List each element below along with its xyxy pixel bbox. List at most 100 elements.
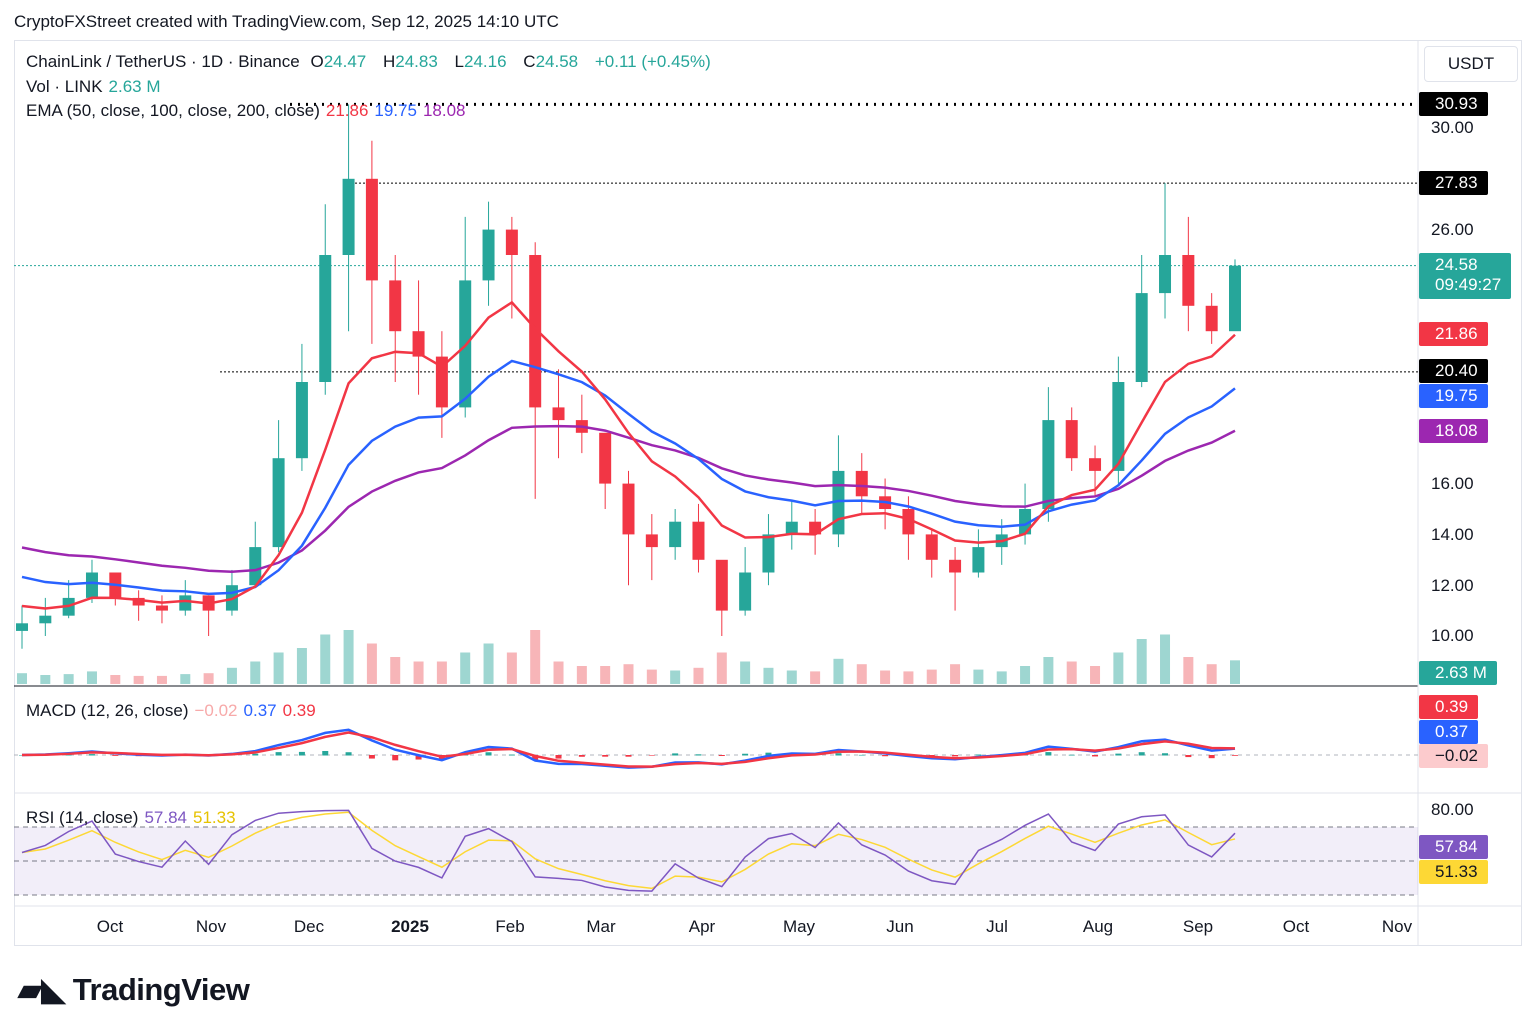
- volume-bar: [763, 667, 774, 684]
- volume-value: 2.63 M: [108, 77, 161, 96]
- volume-bar: [786, 670, 797, 684]
- ema200-line: [21, 424, 1236, 574]
- price-tick: 30.00: [1431, 118, 1474, 137]
- volume-bar: [506, 652, 517, 684]
- high-label: H: [382, 52, 396, 71]
- macd-histogram-bar: [1162, 753, 1169, 756]
- candle-body: [715, 559, 728, 611]
- macd-histogram-bar: [298, 751, 305, 756]
- macd-histogram-bar: [835, 753, 842, 756]
- change-value: +0.11 (+0.45%): [594, 52, 711, 71]
- volume-bar: [576, 666, 587, 684]
- volume-bar: [600, 666, 611, 684]
- volume-bar: [390, 657, 401, 684]
- macd-label[interactable]: MACD (12, 26, close): [26, 701, 189, 720]
- macd-hist-value: −0.02: [194, 701, 238, 720]
- volume-bar: [926, 669, 937, 684]
- candle-body: [1229, 265, 1241, 332]
- volume-bar: [483, 643, 494, 684]
- volume-bar: [1160, 634, 1171, 684]
- volume-bar: [413, 661, 424, 684]
- last-price: 24.58: [1435, 255, 1478, 274]
- price-tick: 26.00: [1431, 220, 1474, 239]
- volume-label[interactable]: Vol · LINK: [26, 77, 103, 96]
- macd-histogram-bar: [742, 753, 749, 756]
- volume-bar: [110, 675, 121, 684]
- candle-body: [295, 382, 308, 459]
- volume-bar: [343, 630, 354, 684]
- badge-rsi-ma: 51.33: [1419, 860, 1488, 884]
- volume-bar: [810, 671, 821, 684]
- candle-body: [855, 470, 868, 497]
- macd-histogram-bar: [368, 755, 375, 759]
- time-tick: Jul: [986, 917, 1008, 936]
- rsi-ma-line: [21, 811, 1236, 890]
- low-value: 24.16: [464, 52, 507, 71]
- time-tick: Nov: [1381, 917, 1413, 936]
- volume-bar: [203, 673, 214, 684]
- volume-bar: [17, 673, 27, 684]
- macd-value: 0.37: [243, 701, 277, 720]
- time-tick: Oct: [96, 917, 124, 936]
- volume-legend: Vol · LINK 2.63 M: [26, 77, 167, 97]
- candle-body: [925, 534, 938, 560]
- symbol-name[interactable]: ChainLink / TetherUS · 1D · Binance: [26, 52, 300, 71]
- high-value: 24.83: [395, 52, 438, 71]
- macd-histogram-bar: [882, 755, 889, 757]
- tradingview-logo[interactable]: ▰◣ TradingView: [18, 972, 250, 1008]
- volume-bar: [226, 667, 237, 684]
- logo-text: TradingView: [72, 972, 250, 1007]
- rsi-label[interactable]: RSI (14, close): [26, 808, 139, 827]
- open-value: 24.47: [323, 52, 367, 71]
- bar-countdown: 09:49:27: [1435, 275, 1502, 294]
- macd-histogram-bar: [252, 753, 259, 756]
- macd-histogram-bar: [952, 755, 959, 757]
- volume-bar: [436, 661, 447, 684]
- price-tick: 10.00: [1431, 626, 1474, 645]
- macd-histogram-bar: [578, 755, 585, 757]
- candle-body: [179, 595, 192, 611]
- volume-bar: [180, 674, 191, 684]
- macd-histogram-bar: [625, 755, 632, 757]
- badge-macd: 0.37: [1419, 720, 1479, 744]
- candle-body: [669, 521, 682, 548]
- candle-body: [1089, 458, 1102, 471]
- macd-histogram-bar: [695, 754, 702, 756]
- close-value: 24.58: [535, 52, 579, 71]
- macd-histogram-bar: [718, 755, 725, 757]
- volume-bar: [670, 670, 681, 684]
- ema-label[interactable]: EMA (50, close, 100, close, 200, close): [26, 101, 320, 120]
- badge-high: 30.93: [1419, 92, 1488, 116]
- volume-bar: [250, 661, 261, 684]
- volume-bar: [740, 661, 751, 684]
- candle-body: [1042, 420, 1055, 509]
- macd-histogram-bar: [1208, 755, 1215, 759]
- logo-icon: ▰◣: [18, 972, 73, 1007]
- macd-signal-value: 0.39: [282, 701, 316, 720]
- ema50-value: 21.86: [325, 101, 369, 120]
- macd-histogram-bar: [648, 755, 655, 756]
- volume-bar: [716, 652, 727, 684]
- open-label: O: [310, 52, 324, 71]
- volume-bar: [1090, 666, 1101, 684]
- candle-body: [972, 547, 985, 573]
- currency-button[interactable]: USDT: [1424, 46, 1518, 82]
- macd-histogram-bar: [1045, 752, 1052, 756]
- volume-bar: [273, 652, 284, 684]
- macd-histogram-bar: [555, 755, 562, 759]
- badge-ema200: 18.08: [1419, 419, 1488, 443]
- candle-body: [365, 178, 378, 281]
- time-tick: May: [782, 917, 816, 936]
- chart-title: CryptoFXStreet created with TradingView.…: [14, 12, 559, 31]
- volume-bar: [1206, 664, 1217, 684]
- macd-histogram-bar: [602, 755, 609, 757]
- candle-body: [1112, 382, 1125, 471]
- candle-body: [39, 615, 52, 624]
- candle-body: [342, 178, 355, 255]
- macd-histogram-bar: [322, 750, 329, 756]
- candle-body: [1205, 305, 1218, 332]
- macd-histogram-bar: [19, 755, 25, 756]
- time-tick: Feb: [495, 917, 525, 936]
- candle-body: [435, 356, 448, 408]
